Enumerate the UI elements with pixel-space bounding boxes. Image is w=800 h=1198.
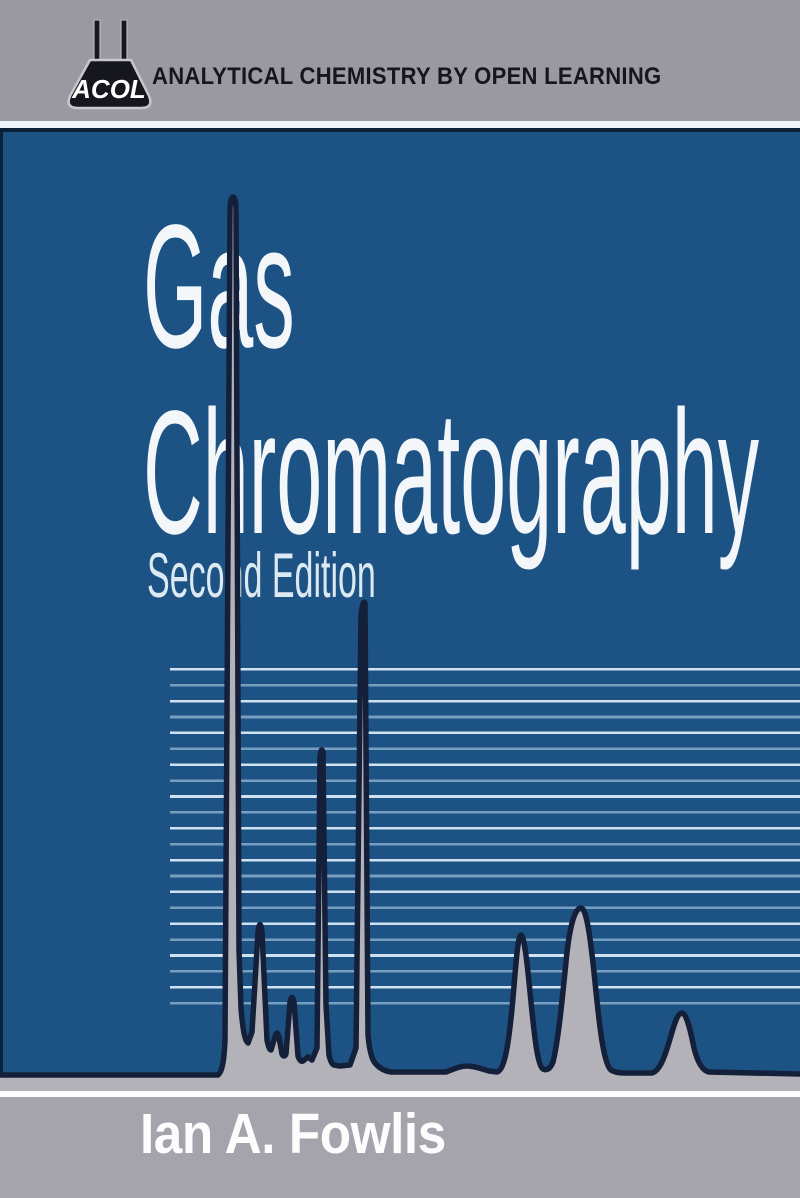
series-header: ACOL ANALYTICAL CHEMISTRY BY OPEN LEARNI…	[0, 0, 800, 121]
book-title-line2: Chromatography	[143, 375, 760, 571]
edition-label: Second Edition	[147, 541, 376, 611]
book-title-line1: Gas	[143, 189, 295, 385]
book-title: Gas Chromatography	[143, 194, 759, 566]
footer-band: Ian A. Fowlis	[0, 1097, 800, 1198]
acol-flask-logo-icon: ACOL	[67, 19, 152, 110]
chromatogram-ruled-lines	[170, 668, 800, 1009]
header-divider-line	[0, 121, 800, 128]
flask-neck-right	[120, 19, 128, 65]
author-name: Ian A. Fowlis	[140, 1102, 446, 1166]
flask-logo-text: ACOL	[71, 74, 146, 104]
footer-divider-line	[0, 1091, 800, 1097]
cover-blue-panel: Gas Chromatography Second Edition	[0, 128, 800, 1091]
series-title: ANALYTICAL CHEMISTRY BY OPEN LEARNING	[152, 63, 662, 90]
flask-neck-left	[93, 19, 101, 65]
flask-body	[67, 58, 152, 110]
